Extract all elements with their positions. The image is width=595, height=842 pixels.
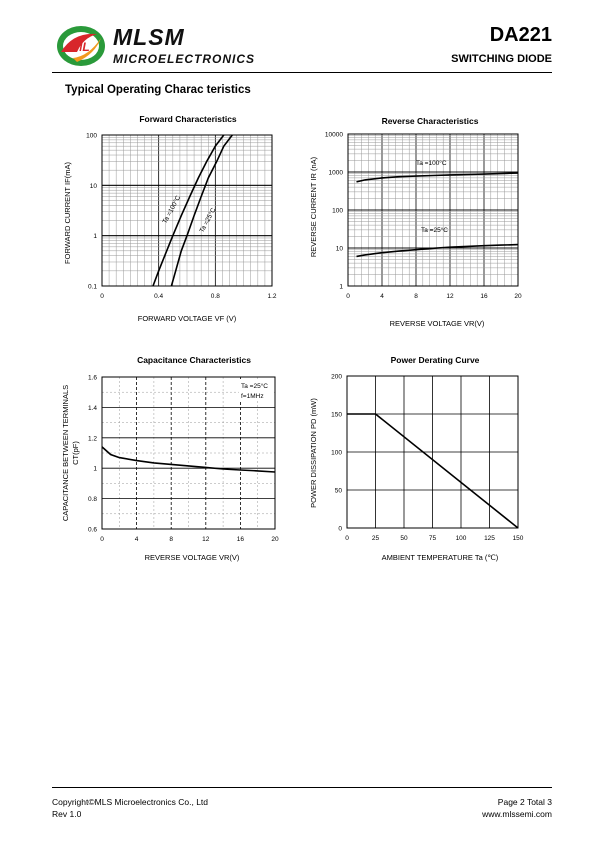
x-tick-label: 12: [202, 536, 210, 543]
chart3-ylabel: CAPACITANCE BETWEEN TERMINALS: [61, 385, 70, 521]
x-tick-label: 20: [271, 536, 279, 543]
x-tick-label: 20: [514, 293, 522, 300]
y-tick-label: 50: [335, 488, 343, 495]
x-tick-label: 100: [456, 535, 467, 542]
company-logo: ML: [53, 22, 109, 70]
x-tick-label: 4: [380, 293, 384, 300]
x-tick-label: 8: [414, 293, 418, 300]
brand-name: MLSM: [113, 24, 185, 50]
series-line-0: [356, 172, 519, 183]
x-tick-label: 0: [100, 536, 104, 543]
x-tick-label: 16: [237, 536, 245, 543]
y-tick-label: 1000: [329, 170, 344, 177]
series-line-1: [356, 243, 519, 258]
footer-website: www.mlssemi.com: [482, 809, 552, 819]
y-tick-label: 0.6: [88, 527, 97, 534]
chart1-title: Forward Characteristics: [139, 114, 237, 124]
chart1-ylabel: FORWARD CURRENT IF(mA): [63, 162, 72, 264]
y-tick-label: 0: [338, 526, 342, 533]
reverse-characteristics-chart: 1 10 100 1000 10000 0 4 8 12 16 20 Ta =100°C Ta =25°…: [309, 132, 522, 329]
part-type: SWITCHING DIODE: [451, 53, 552, 65]
x-tick-label: 0: [100, 293, 104, 300]
chart3-title: Capacitance Characteristics: [137, 355, 251, 365]
section-title: Typical Operating Charac teristics: [65, 84, 251, 96]
x-tick-label: 25: [372, 535, 380, 542]
chart2-title: Reverse Characteristics: [381, 116, 479, 126]
footer-divider: [52, 787, 552, 788]
x-tick-label: 0.4: [154, 293, 163, 300]
series-line-0: [152, 134, 225, 287]
footer-revision: Rev 1.0: [52, 809, 82, 819]
y-tick-label: 10: [90, 183, 98, 190]
header-divider: [52, 72, 552, 73]
chart1-xlabel: FORWARD VOLTAGE VF (V): [138, 314, 237, 323]
chart3-xlabel: REVERSE VOLTAGE VR(V): [145, 553, 240, 562]
x-tick-label: 150: [513, 535, 524, 542]
part-number: DA221: [489, 24, 552, 46]
chart4-xlabel: AMBIENT TEMPERATURE Ta (℃): [382, 553, 499, 562]
y-tick-label: 1.2: [88, 435, 97, 442]
chart2-ylabel: REVERSE CURRENT IR (nA): [309, 156, 318, 257]
logo-icon: ML: [57, 26, 105, 66]
y-tick-label: 10000: [325, 132, 343, 139]
x-tick-label: 50: [400, 535, 408, 542]
chart3-annotation: Ta =25°C: [241, 382, 268, 390]
footer-copyright: Copyright©MLS Microelectronics Co., Ltd: [52, 797, 209, 807]
y-tick-label: 0.1: [88, 284, 97, 291]
chart2-xlabel: REVERSE VOLTAGE VR(V): [390, 319, 485, 328]
power-derating-chart: 0 50 100 150 200 0 25 50 75 100 125 150 POWER DISSI…: [309, 374, 524, 563]
y-tick-label: 100: [86, 133, 97, 140]
chart4-title: Power Derating Curve: [390, 355, 480, 365]
brand-subtitle: MICROELECTRONICS: [113, 52, 255, 66]
x-tick-label: 12: [446, 293, 454, 300]
y-tick-label: 0.8: [88, 496, 97, 503]
y-tick-label: 150: [331, 412, 342, 419]
x-tick-label: 0: [346, 293, 350, 300]
chart3-ylabel2: CT(pF): [71, 441, 80, 465]
y-tick-label: 10: [336, 246, 344, 253]
y-tick-label: 200: [331, 374, 342, 381]
svg-text:ML: ML: [72, 40, 89, 54]
x-tick-label: 0.8: [211, 293, 220, 300]
x-tick-label: 125: [484, 535, 495, 542]
y-tick-label: 1: [93, 233, 97, 240]
series-line-0: [101, 446, 276, 473]
series-line-0: [347, 413, 519, 529]
x-tick-label: 1.2: [267, 293, 276, 300]
series-line-1: [170, 134, 233, 287]
series-label-0: Ta =100°C: [416, 159, 447, 167]
x-tick-label: 0: [345, 535, 349, 542]
y-tick-label: 1.6: [88, 375, 97, 382]
x-tick-label: 8: [169, 536, 173, 543]
capacitance-chart: 0.6 0.8 1 1.2 1.4 1.6 0 4 8 12 16 20 Ta =25°C f=1MHz…: [61, 375, 279, 563]
chart4-ylabel: POWER DISSIPATION PD (mW): [309, 398, 318, 508]
footer-page: Page 2 Total 3: [497, 797, 552, 807]
y-tick-label: 100: [332, 208, 343, 215]
x-tick-label: 16: [480, 293, 488, 300]
chart3-annotation: f=1MHz: [241, 393, 264, 400]
y-tick-label: 100: [331, 450, 342, 457]
series-label-1: Ta =25°C: [198, 206, 218, 234]
y-tick-label: 1.4: [88, 405, 97, 412]
series-label-1: Ta =25°C: [421, 226, 448, 234]
x-tick-label: 75: [429, 535, 437, 542]
x-tick-label: 4: [135, 536, 139, 543]
y-tick-label: 1: [93, 466, 97, 473]
y-tick-label: 1: [339, 284, 343, 291]
